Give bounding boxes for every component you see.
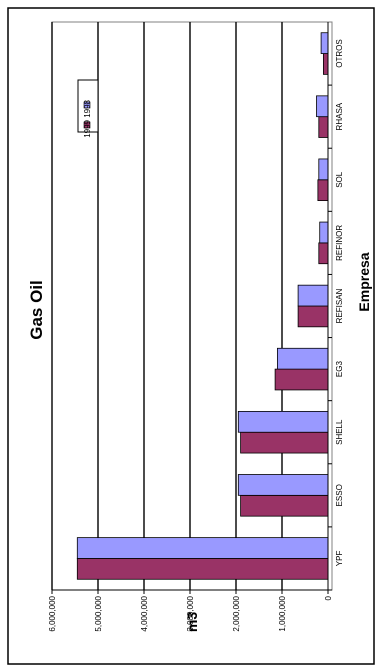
- category-label: RHASA: [335, 102, 344, 130]
- legend-swatch-1998: [83, 101, 91, 109]
- bar-1999-refinor: [318, 242, 329, 265]
- bar-1998-refisan: [297, 284, 329, 307]
- value-tick-label: 6,000,000: [48, 595, 57, 631]
- value-tick-label: 5,000,000: [94, 595, 103, 631]
- bar-1999-ypf: [76, 558, 329, 580]
- category-label: SOL: [335, 171, 344, 188]
- value-tick-label: 4,000,000: [140, 595, 149, 631]
- bar-1999-shell: [240, 431, 329, 454]
- bar-1998-refinor: [319, 221, 329, 244]
- bar-1999-otros: [322, 53, 329, 75]
- legend-label-1998: 1998: [83, 99, 92, 117]
- bar-1998-esso: [237, 474, 329, 496]
- bar-1999-esso: [240, 494, 329, 517]
- legend-label-1999: 1999: [83, 119, 92, 137]
- category-label: ESSO: [335, 484, 344, 506]
- value-tick-label: 2,000,000: [232, 595, 241, 631]
- bar-1998-rhasa: [316, 95, 329, 118]
- bar-1998-eg3: [276, 347, 329, 370]
- category-label: EG3: [335, 361, 344, 378]
- category-label: YPF: [335, 551, 344, 567]
- chart-title: Gas Oil: [27, 280, 46, 340]
- bar-1998-ypf: [76, 537, 329, 559]
- value-ticks: 6,000,000 5,000,000 4,000,000 3,000,000 2,00…: [48, 590, 333, 632]
- legend: 1999 1998: [77, 79, 99, 138]
- x-axis-title: Empresa: [356, 252, 372, 311]
- category-label: REFISAN: [335, 288, 344, 323]
- bar-1998-shell: [237, 410, 329, 433]
- bar-1999-refisan: [297, 305, 329, 328]
- category-label: REFINOR: [335, 225, 344, 261]
- value-tick-label: 3,000,000: [186, 595, 195, 631]
- bar-1999-rhasa: [318, 116, 329, 138]
- value-tick-label: 1,000,000: [278, 595, 287, 631]
- bar-1998-sol: [318, 158, 329, 181]
- bar-1999-sol: [317, 179, 329, 202]
- bar-1998-otros: [320, 32, 329, 54]
- value-tick-label: 0: [324, 595, 333, 600]
- bar-1999-eg3: [274, 368, 329, 391]
- y-axis-title: m3: [184, 612, 200, 632]
- category-label: SHELL: [335, 419, 344, 445]
- category-labels: YPF ESSO SHELL EG3 REFISAN REFINOR SOL RHASA OTR…: [328, 39, 344, 591]
- legend-swatch-1999: [83, 121, 91, 129]
- category-label: OTROS: [335, 39, 344, 67]
